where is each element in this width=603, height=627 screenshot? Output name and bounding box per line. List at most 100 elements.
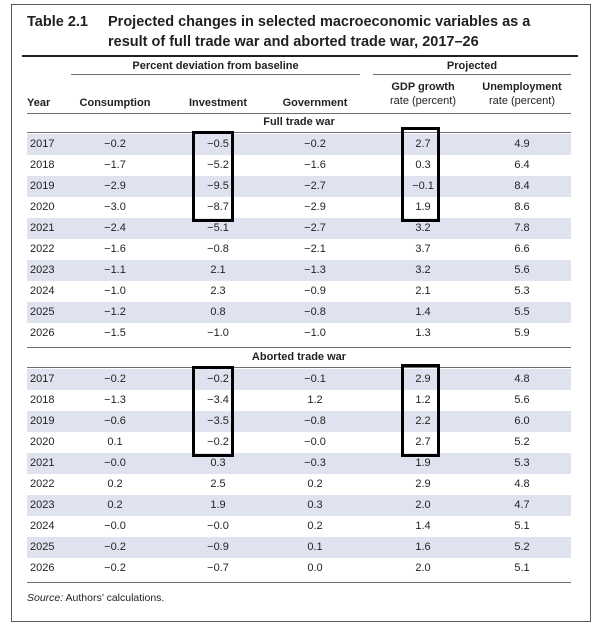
table-number: Table 2.1 xyxy=(27,14,88,30)
cell-consumption: −3.0 xyxy=(104,201,126,213)
cell-gdp: 1.3 xyxy=(415,327,431,339)
cell-gdp: 0.3 xyxy=(415,159,431,171)
cell-government: −2.7 xyxy=(304,222,326,234)
table-row: 2020 −3.0 −8.7 −2.9 1.9 8.6 xyxy=(27,197,571,218)
highlight-box-gdp-full xyxy=(401,127,440,222)
cell-year: 2021 xyxy=(30,222,55,234)
source-label: Source: xyxy=(27,592,64,604)
cell-unemployment: 5.2 xyxy=(514,541,530,553)
table-row: 2019 −2.9 −9.5 −2.7 −0.1 8.4 xyxy=(27,176,571,197)
section-full-trade-war-title: Full trade war xyxy=(263,116,335,128)
cell-investment: 2.5 xyxy=(210,478,226,490)
cell-consumption: −1.0 xyxy=(104,285,126,297)
cell-consumption: −0.2 xyxy=(104,562,126,574)
cell-unemployment: 7.8 xyxy=(514,222,530,234)
table-row: 2023 0.2 1.9 0.3 2.0 4.7 xyxy=(27,495,571,516)
cell-investment: −5.2 xyxy=(207,159,229,171)
cell-year: 2026 xyxy=(30,327,55,339)
table-bottom-rule xyxy=(27,582,571,583)
table-row: 2021 −0.0 0.3 −0.3 1.9 5.3 xyxy=(27,453,571,474)
table-row: 2025 −1.2 0.8 −0.8 1.4 5.5 xyxy=(27,302,571,323)
cell-investment: −3.5 xyxy=(207,415,229,427)
cell-year: 2026 xyxy=(30,562,55,574)
cell-unemployment: 5.9 xyxy=(514,327,530,339)
cell-unemployment: 5.3 xyxy=(514,457,530,469)
source-note: Source: Authors’ calculations. xyxy=(27,592,164,604)
table-row: 2024 −0.0 −0.0 0.2 1.4 5.1 xyxy=(27,516,571,537)
cell-investment: 2.3 xyxy=(210,285,226,297)
cell-consumption: −0.6 xyxy=(104,415,126,427)
cell-gdp: 2.9 xyxy=(415,478,431,490)
cell-consumption: −1.2 xyxy=(104,306,126,318)
header-investment: Investment xyxy=(188,97,248,109)
cell-gdp: 2.9 xyxy=(415,373,431,385)
cell-government: −1.0 xyxy=(304,327,326,339)
top-rule xyxy=(22,55,578,57)
cell-gdp: 1.9 xyxy=(415,457,431,469)
header-unemployment-line1: Unemployment xyxy=(482,81,562,93)
cell-investment: −9.5 xyxy=(207,180,229,192)
cell-government: −0.2 xyxy=(304,138,326,150)
section-full-trade-war-rule xyxy=(27,132,571,133)
table-frame xyxy=(11,4,591,622)
cell-gdp: 2.0 xyxy=(415,499,431,511)
header-gdp-line1: GDP growth xyxy=(391,81,455,93)
cell-unemployment: 5.5 xyxy=(514,306,530,318)
cell-consumption: 0.2 xyxy=(107,499,123,511)
cell-investment: 0.8 xyxy=(210,306,226,318)
cell-gdp: 1.2 xyxy=(415,394,431,406)
header-group-projected: Projected xyxy=(446,60,498,72)
cell-year: 2024 xyxy=(30,520,55,532)
cell-unemployment: 4.9 xyxy=(514,138,530,150)
cell-investment: −0.2 xyxy=(207,436,229,448)
cell-government: −1.6 xyxy=(304,159,326,171)
cell-gdp: 2.2 xyxy=(415,415,431,427)
cell-government: −0.0 xyxy=(304,436,326,448)
cell-unemployment: 6.0 xyxy=(514,415,530,427)
cell-year: 2022 xyxy=(30,478,55,490)
cell-consumption: −1.3 xyxy=(104,394,126,406)
table-row: 2019 −0.6 −3.5 −0.8 2.2 6.0 xyxy=(27,411,571,432)
cell-gdp: −0.1 xyxy=(412,180,434,192)
cell-unemployment: 5.6 xyxy=(514,394,530,406)
cell-government: −2.1 xyxy=(304,243,326,255)
cell-year: 2017 xyxy=(30,373,55,385)
cell-gdp: 2.7 xyxy=(415,436,431,448)
cell-investment: −0.7 xyxy=(207,562,229,574)
cell-unemployment: 4.8 xyxy=(514,373,530,385)
cell-year: 2024 xyxy=(30,285,55,297)
cell-consumption: −2.9 xyxy=(104,180,126,192)
cell-consumption: −1.6 xyxy=(104,243,126,255)
cell-year: 2019 xyxy=(30,180,55,192)
table-title-text: Projected changes in selected macroecono… xyxy=(108,14,531,50)
cell-consumption: −0.2 xyxy=(104,541,126,553)
cell-investment: −0.0 xyxy=(207,520,229,532)
cell-government: 0.2 xyxy=(307,520,323,532)
cell-consumption: −0.2 xyxy=(104,138,126,150)
cell-consumption: 0.2 xyxy=(107,478,123,490)
cell-government: −0.8 xyxy=(304,415,326,427)
baseline-group-rule xyxy=(71,74,360,75)
table-row: 2022 −1.6 −0.8 −2.1 3.7 6.6 xyxy=(27,239,571,260)
cell-year: 2020 xyxy=(30,201,55,213)
table-row: 2017 −0.2 −0.2 −0.1 2.9 4.8 xyxy=(27,369,571,390)
cell-unemployment: 5.1 xyxy=(514,520,530,532)
cell-unemployment: 5.3 xyxy=(514,285,530,297)
header-gdp-line2: rate (percent) xyxy=(389,95,457,107)
cell-investment: −0.9 xyxy=(207,541,229,553)
table-row: 2018 −1.7 −5.2 −1.6 0.3 6.4 xyxy=(27,155,571,176)
cell-year: 2017 xyxy=(30,138,55,150)
cell-unemployment: 5.2 xyxy=(514,436,530,448)
highlight-box-investment-aborted xyxy=(192,366,234,457)
cell-unemployment: 8.6 xyxy=(514,201,530,213)
cell-investment: −1.0 xyxy=(207,327,229,339)
cell-consumption: −1.5 xyxy=(104,327,126,339)
cell-investment: −0.2 xyxy=(207,373,229,385)
header-group-baseline: Percent deviation from baseline xyxy=(132,60,299,72)
cell-investment: 2.1 xyxy=(210,264,226,276)
table-row: 2021 −2.4 −5.1 −2.7 3.2 7.8 xyxy=(27,218,571,239)
cell-investment: 1.9 xyxy=(210,499,226,511)
cell-unemployment: 8.4 xyxy=(514,180,530,192)
section-aborted-trade-war-rule xyxy=(27,367,571,368)
cell-government: −0.8 xyxy=(304,306,326,318)
